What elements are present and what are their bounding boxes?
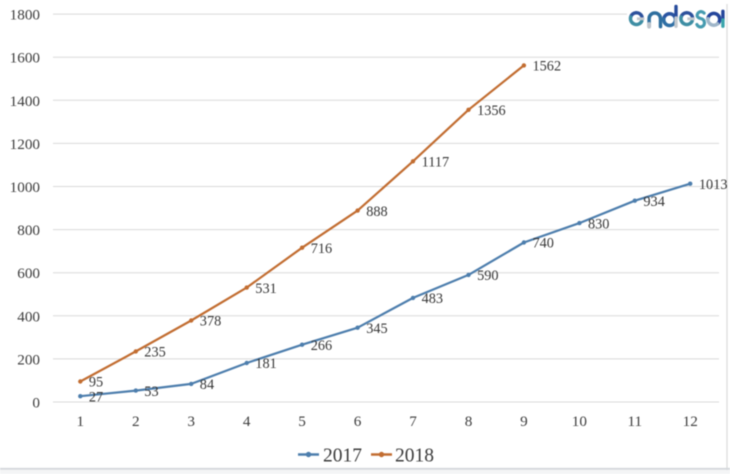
svg-text:2: 2 [132,413,140,430]
svg-text:8: 8 [465,413,473,430]
svg-text:235: 235 [144,345,165,361]
svg-text:2017: 2017 [323,446,362,467]
svg-text:0: 0 [32,395,40,412]
svg-text:531: 531 [255,281,276,297]
svg-text:1800: 1800 [10,7,41,24]
svg-text:740: 740 [533,236,554,252]
svg-text:934: 934 [643,194,664,210]
svg-text:84: 84 [200,377,214,393]
svg-text:200: 200 [17,351,40,368]
svg-text:1200: 1200 [10,136,41,153]
svg-text:2018: 2018 [395,446,434,467]
svg-text:5: 5 [298,413,306,430]
svg-text:9: 9 [520,413,528,430]
svg-text:1400: 1400 [10,93,41,110]
svg-text:345: 345 [366,321,387,337]
svg-text:483: 483 [422,291,443,307]
svg-text:1562: 1562 [533,59,562,75]
svg-text:6: 6 [354,413,362,430]
svg-text:12: 12 [683,413,698,430]
svg-text:95: 95 [89,375,103,391]
svg-text:600: 600 [17,265,40,282]
svg-text:378: 378 [200,314,221,330]
svg-text:888: 888 [366,204,387,220]
svg-text:800: 800 [17,222,40,239]
svg-text:1600: 1600 [10,50,41,67]
svg-text:400: 400 [17,308,40,325]
svg-text:7: 7 [409,413,417,430]
svg-text:716: 716 [311,241,332,257]
svg-text:181: 181 [255,356,276,372]
svg-text:53: 53 [144,384,158,400]
svg-text:11: 11 [627,413,642,430]
svg-text:27: 27 [89,389,103,405]
svg-text:830: 830 [588,216,609,232]
svg-text:10: 10 [572,413,588,430]
svg-text:1: 1 [77,413,85,430]
svg-text:590: 590 [477,268,498,284]
svg-text:1356: 1356 [477,103,506,119]
svg-text:4: 4 [243,413,251,430]
svg-text:266: 266 [311,338,332,354]
svg-text:1117: 1117 [422,155,450,171]
svg-text:1000: 1000 [10,179,41,196]
svg-text:1013: 1013 [699,177,728,193]
svg-text:3: 3 [187,413,195,430]
